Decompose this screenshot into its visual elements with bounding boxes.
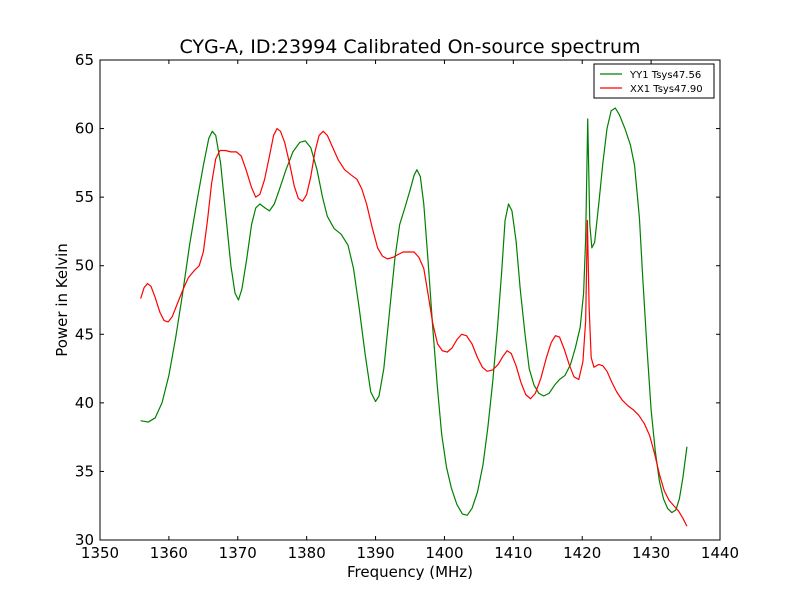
x-tick-label: 1390 <box>356 544 394 562</box>
series-line-yy1 <box>140 107 688 516</box>
y-tick-label: 40 <box>75 394 94 412</box>
legend-label: YY1 Tsys47.56 <box>629 70 701 81</box>
x-tick-label: 1410 <box>494 544 532 562</box>
x-tick-label: 1350 <box>81 544 119 562</box>
y-tick-label: 45 <box>75 325 94 343</box>
y-tick-label: 30 <box>75 531 94 549</box>
y-axis-label: Power in Kelvin <box>53 243 71 357</box>
chart-title: CYG-A, ID:23994 Calibrated On-source spe… <box>179 36 640 58</box>
x-tick-label: 1420 <box>563 544 601 562</box>
x-axis-label: Frequency (MHz) <box>347 563 473 581</box>
series-line-xx1 <box>140 127 688 527</box>
legend: YY1 Tsys47.56 XX1 Tsys47.90 <box>593 63 715 99</box>
x-tick-label: 1440 <box>701 544 739 562</box>
plot-frame <box>99 59 721 541</box>
x-tick-label: 1400 <box>425 544 463 562</box>
series-layer <box>140 107 688 527</box>
x-tick-label: 1370 <box>219 544 257 562</box>
y-tick-label: 35 <box>75 462 94 480</box>
y-tick-label: 50 <box>75 257 94 275</box>
y-tick-label: 55 <box>75 188 94 206</box>
y-tick-label: 60 <box>75 120 94 138</box>
legend-label: XX1 Tsys47.90 <box>630 84 703 95</box>
legend-box <box>593 63 715 99</box>
x-tick-label: 1430 <box>632 544 670 562</box>
x-tick-label: 1380 <box>288 544 326 562</box>
x-tick-label: 1360 <box>150 544 188 562</box>
y-tick-label: 65 <box>75 51 94 69</box>
axis-ticks: 1350 1360 1370 1380 1390 1400 1410 1420 1430 1440… <box>75 51 739 562</box>
